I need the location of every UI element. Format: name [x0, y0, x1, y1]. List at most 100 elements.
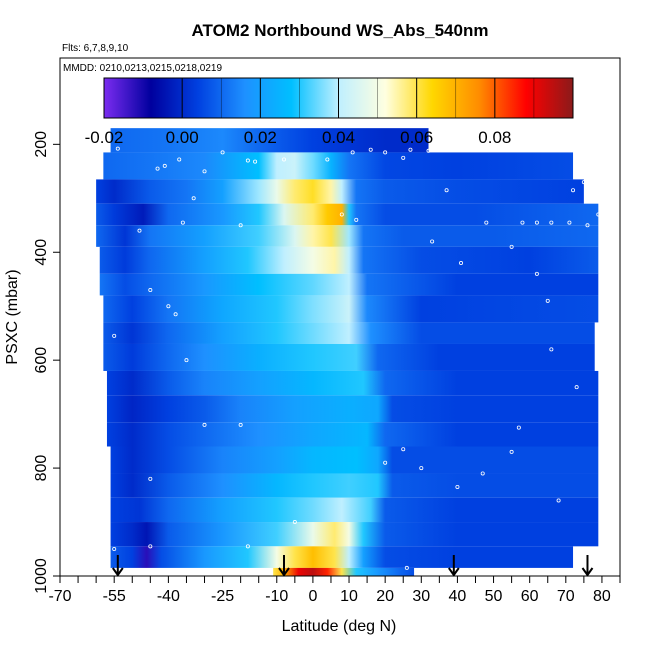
profile-markers	[111, 555, 594, 577]
profile-marker-arrow	[111, 555, 124, 577]
sample-point	[245, 544, 250, 549]
x-tick-label: 20	[376, 588, 394, 605]
x-tick-label: 30	[412, 588, 430, 605]
sample-point	[404, 565, 409, 570]
heatmap-layer	[96, 179, 584, 204]
sample-point	[115, 146, 120, 151]
sample-point	[509, 244, 514, 249]
heatmap-layer	[110, 497, 599, 523]
sample-point	[401, 447, 406, 452]
heatmap-layer	[99, 246, 599, 274]
x-tick-label: 50	[485, 588, 503, 605]
sample-point	[148, 288, 153, 293]
sample-point	[556, 498, 561, 503]
dates-note: MMDD: 0210,0213,0215,0218,0219	[63, 63, 222, 74]
sample-point	[180, 220, 185, 225]
sample-point	[516, 425, 521, 430]
sample-point	[339, 212, 344, 217]
sample-point	[173, 312, 178, 317]
x-tick-label: 0	[308, 588, 317, 605]
heatmap-layer	[110, 446, 599, 474]
heatmap-layers	[96, 128, 599, 576]
heatmap-layer	[96, 225, 599, 247]
heatmap-layer	[103, 322, 595, 344]
heatmap-layer	[103, 152, 574, 180]
sample-point	[137, 228, 142, 233]
colorbar-tick-label: 0.04	[322, 128, 355, 147]
colorbar-ticks: -0.02 0.00 0.02 0.04 0.06 0.08	[85, 78, 535, 147]
x-tick-label: -10	[265, 588, 288, 605]
x-tick-label: -70	[48, 588, 71, 605]
x-tick-label: 40	[449, 588, 467, 605]
heatmap-layer	[110, 522, 599, 547]
heatmap-layer	[106, 370, 599, 396]
heatmap-layer	[110, 473, 599, 498]
y-tick-label: 600	[33, 347, 50, 374]
colorbar: -0.02 0.00 0.02 0.04 0.06 0.08	[85, 77, 574, 147]
colorbar-tick-label: -0.02	[85, 128, 124, 147]
flights-note: Flts: 6,7,8,9,10	[62, 43, 129, 54]
sample-point	[426, 148, 431, 153]
heatmap-layer	[110, 546, 574, 568]
x-tick-label: -55	[103, 588, 126, 605]
heatmap-layer	[96, 203, 599, 226]
x-tick-label: 80	[593, 588, 611, 605]
sample-point	[585, 223, 590, 228]
sample-point	[567, 220, 572, 225]
x-tick-label: -40	[157, 588, 180, 605]
sample-point	[520, 220, 525, 225]
colorbar-tick-label: 0.02	[244, 128, 277, 147]
sample-point	[484, 220, 489, 225]
heatmap-layer	[99, 273, 599, 296]
sample-point	[574, 385, 579, 390]
profile-marker-arrow	[581, 555, 594, 577]
sample-point	[184, 358, 189, 363]
sample-point	[238, 422, 243, 427]
colorbar-tick-label: 0.00	[166, 128, 199, 147]
sample-point	[220, 150, 225, 155]
profile-marker-arrow	[447, 555, 460, 577]
sample-point	[571, 188, 576, 193]
sample-point	[581, 180, 586, 185]
heatmap-layer	[103, 295, 599, 323]
sample-point	[253, 159, 258, 164]
x-tick-label: 10	[340, 588, 358, 605]
sample-point	[202, 169, 207, 174]
x-tick-label: 60	[521, 588, 539, 605]
sample-point	[383, 460, 388, 465]
sample-point	[162, 163, 167, 168]
colorbar-tick-label: 0.06	[400, 128, 433, 147]
sample-point	[281, 157, 286, 162]
sample-point	[422, 574, 427, 576]
sample-point	[545, 298, 550, 303]
heatmap-layer	[106, 422, 599, 447]
sample-point	[350, 150, 355, 155]
sample-point	[509, 449, 514, 454]
y-axis: 200 400 600 800 1000	[33, 131, 60, 594]
y-tick-label: 800	[33, 455, 50, 482]
sample-point	[177, 157, 182, 162]
sample-point	[408, 147, 413, 152]
sample-point	[148, 476, 153, 481]
sample-point	[166, 304, 171, 309]
sample-point	[292, 520, 297, 525]
profile-marker-arrow	[278, 555, 290, 577]
sample-point	[155, 166, 160, 171]
sample-point	[238, 223, 243, 228]
sample-point	[148, 544, 153, 549]
y-tick-label: 200	[33, 131, 50, 158]
sample-point	[480, 471, 485, 476]
sample-point	[549, 220, 554, 225]
y-axis-label: PSXC (mbar)	[4, 269, 21, 364]
x-axis: -70 -55 -40 -25 -10 0 10 20 30 40 50 60 70 80	[48, 576, 621, 605]
sample-point	[549, 347, 554, 352]
sample-point	[430, 239, 435, 244]
sample-point	[455, 484, 460, 489]
chart-title: ATOM2 Northbound WS_Abs_540nm	[192, 21, 489, 40]
sample-point	[534, 220, 539, 225]
sample-point	[444, 188, 449, 193]
sample-point	[534, 271, 539, 276]
sample-point	[383, 150, 388, 155]
plot-area	[96, 128, 601, 576]
